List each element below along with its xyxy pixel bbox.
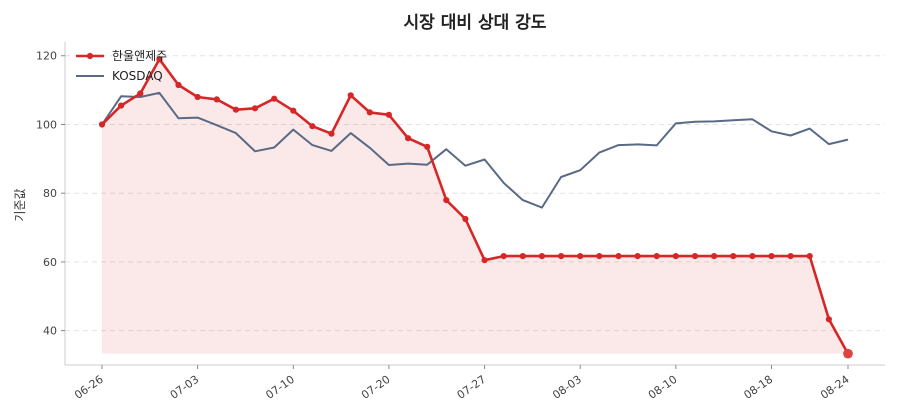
data-point xyxy=(213,96,220,103)
series-area-fill xyxy=(102,59,848,354)
data-point xyxy=(787,253,794,260)
data-point xyxy=(500,253,507,260)
data-point xyxy=(424,143,431,150)
x-tick-label: 08-24 xyxy=(818,373,852,402)
data-point xyxy=(443,197,450,204)
data-point xyxy=(271,95,278,102)
data-point xyxy=(462,215,469,223)
data-point xyxy=(538,253,546,260)
data-point xyxy=(385,111,392,118)
data-point xyxy=(672,253,679,260)
area-fills xyxy=(102,59,848,354)
data-point xyxy=(634,253,641,260)
data-point xyxy=(251,105,259,112)
data-point xyxy=(768,253,775,260)
data-point xyxy=(711,253,718,260)
x-tick-label: 07-20 xyxy=(359,373,393,402)
series-line-0 xyxy=(101,57,850,355)
data-point xyxy=(309,123,316,130)
x-tick-label: 06-26 xyxy=(72,373,106,402)
x-tick-label: 08-10 xyxy=(646,373,680,402)
chart-title: 시장 대비 상대 강도 xyxy=(404,13,547,33)
data-point xyxy=(347,92,354,99)
data-point xyxy=(118,102,125,109)
series-lines xyxy=(101,57,850,355)
x-tick-label: 07-10 xyxy=(263,373,297,402)
data-point xyxy=(730,253,737,260)
data-point xyxy=(577,253,584,260)
data-point xyxy=(156,56,163,63)
data-point xyxy=(653,253,660,260)
data-point xyxy=(232,106,239,113)
data-point xyxy=(366,109,373,116)
data-point xyxy=(98,121,106,128)
data-point xyxy=(137,90,144,97)
legend-marker-0 xyxy=(86,52,94,60)
data-point xyxy=(328,130,335,137)
data-point xyxy=(194,93,201,101)
y-tick-label: 100 xyxy=(36,118,57,131)
y-tick-label: 60 xyxy=(43,256,57,269)
data-point xyxy=(596,253,603,260)
data-point xyxy=(558,253,565,260)
x-tick-label: 08-03 xyxy=(550,373,584,402)
x-tick-label: 07-03 xyxy=(168,373,202,402)
y-axis-label: 기준값 xyxy=(13,188,27,221)
series-line-1 xyxy=(101,91,849,209)
y-ticks: 40 60 80 100 120 xyxy=(36,50,65,338)
x-tick-label: 07-27 xyxy=(455,373,489,402)
y-tick-label: 120 xyxy=(36,50,57,63)
series-markers xyxy=(98,56,853,359)
data-point xyxy=(519,253,526,260)
grid-lines xyxy=(65,55,885,332)
data-point xyxy=(615,253,622,260)
y-tick-label: 40 xyxy=(43,325,57,338)
data-point xyxy=(290,107,297,114)
y-tick-label: 80 xyxy=(43,187,57,200)
data-point xyxy=(806,253,813,260)
legend: 한울앤제주 KOSDAQ xyxy=(76,49,167,83)
data-point xyxy=(825,316,833,323)
data-point xyxy=(405,135,412,142)
data-point xyxy=(691,253,699,260)
data-point xyxy=(749,253,756,260)
legend-label: KOSDAQ xyxy=(112,69,163,83)
x-tick-label: 08-18 xyxy=(742,373,776,402)
data-point xyxy=(843,348,853,359)
x-ticks: 06-26 07-03 07-10 07-20 07-27 08-03 08-10 08-18… xyxy=(72,365,852,402)
data-point xyxy=(175,81,182,89)
legend-label: 한울앤제주 xyxy=(112,49,167,63)
data-point xyxy=(481,257,488,264)
